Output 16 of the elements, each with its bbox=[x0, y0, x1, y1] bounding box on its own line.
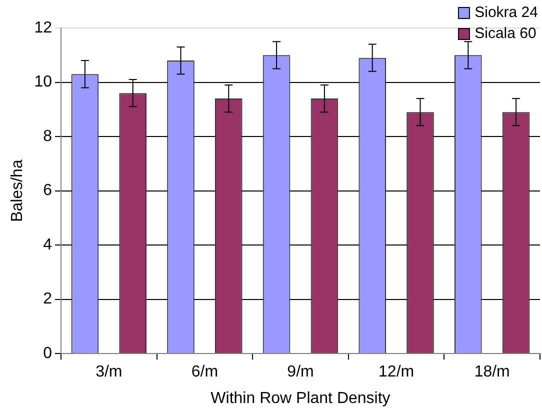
y-tick-label: 12 bbox=[34, 19, 52, 36]
x-tick-label: 18/m bbox=[474, 364, 510, 381]
y-tick-label: 0 bbox=[43, 345, 52, 362]
y-tick-label: 8 bbox=[43, 128, 52, 145]
x-tick-label: 9/m bbox=[287, 364, 314, 381]
y-tick-label: 4 bbox=[43, 236, 52, 254]
y-tick-label: 2 bbox=[43, 290, 52, 308]
x-axis-title: Within Row Plant Density bbox=[210, 390, 390, 407]
y-axis-title: Bales/ha bbox=[9, 160, 26, 222]
x-tick-label: 6/m bbox=[191, 364, 218, 381]
x-tick-label: 12/m bbox=[378, 364, 414, 381]
legend-label: Siokra 24 bbox=[474, 4, 538, 21]
legend-label: Sicala 60 bbox=[474, 25, 536, 42]
y-tick-label: 6 bbox=[43, 182, 52, 200]
x-tick-label: 3/m bbox=[96, 364, 122, 381]
y-tick-label: 10 bbox=[34, 74, 52, 91]
